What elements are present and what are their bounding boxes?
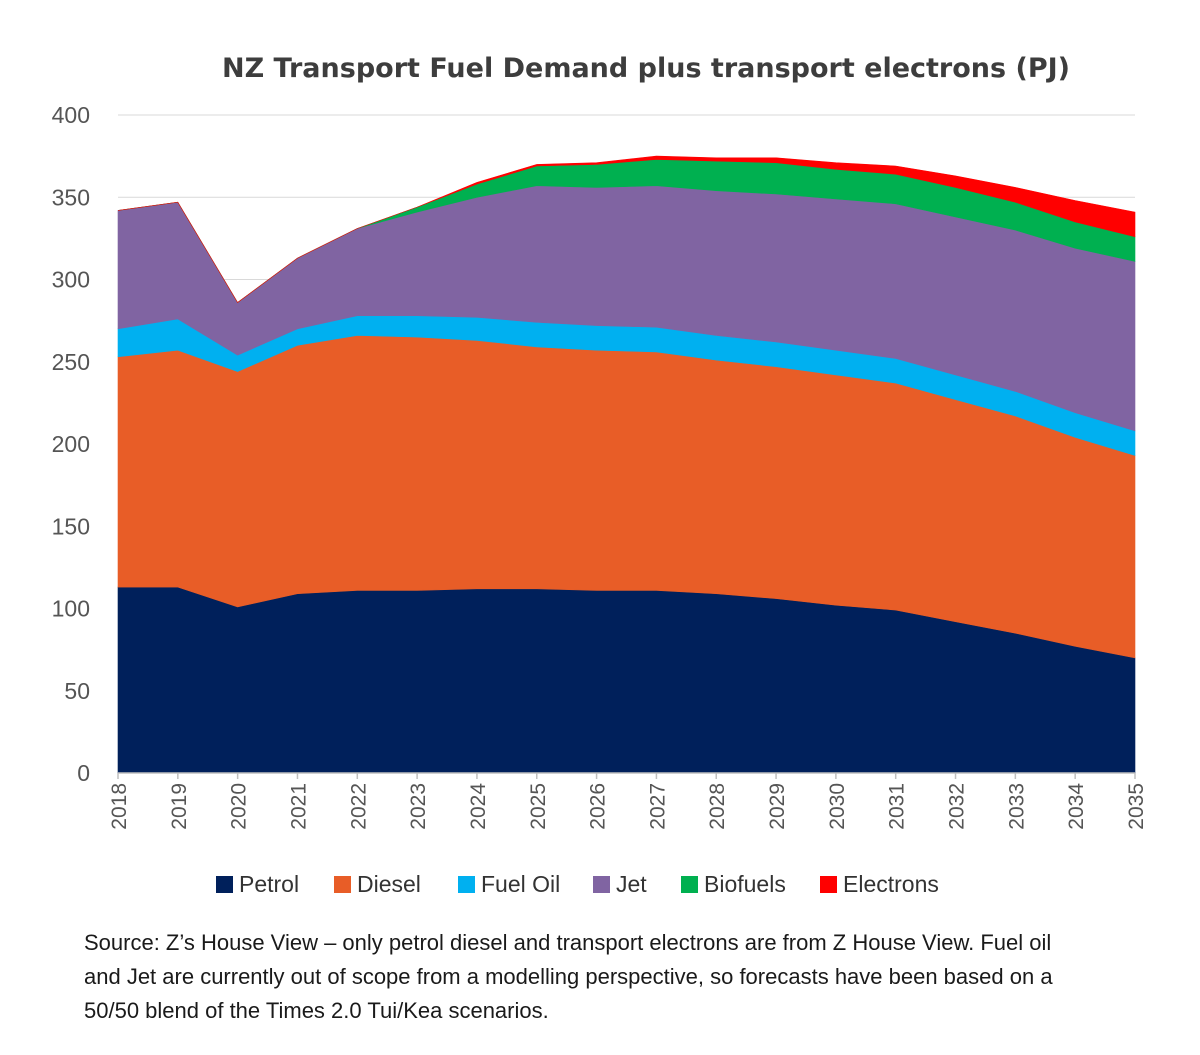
x-tick-label: 2025 (527, 783, 550, 830)
legend-label: Jet (616, 871, 647, 897)
y-tick-label: 350 (52, 184, 90, 210)
legend-swatch (334, 876, 351, 893)
y-tick-label: 100 (52, 596, 90, 622)
x-tick-label: 2022 (347, 783, 370, 830)
legend-label: Diesel (357, 871, 421, 897)
x-tick-label: 2020 (228, 783, 251, 830)
y-tick-label: 400 (52, 102, 90, 128)
x-tick-label: 2026 (587, 783, 610, 830)
x-tick-label: 2034 (1065, 783, 1088, 830)
legend-item-fuel-oil: Fuel Oil (458, 871, 560, 897)
legend-item-biofuels: Biofuels (681, 871, 786, 897)
x-tick-label: 2018 (108, 783, 131, 830)
x-tick-label: 2032 (946, 783, 969, 830)
x-tick-label: 2023 (407, 783, 430, 830)
y-tick-label: 250 (52, 349, 90, 375)
legend-item-petrol: Petrol (216, 871, 299, 897)
legend-item-jet: Jet (593, 871, 647, 897)
x-tick-label: 2024 (467, 783, 490, 830)
area-series-electrons (117, 155, 1136, 303)
legend-item-diesel: Diesel (334, 871, 421, 897)
y-tick-label: 200 (52, 431, 90, 457)
legend-swatch (458, 876, 475, 893)
x-tick-label: 2019 (168, 783, 191, 830)
x-tick-label: 2031 (886, 783, 909, 830)
x-tick-label: 2027 (646, 783, 669, 830)
legend-swatch (681, 876, 698, 893)
y-tick-label: 0 (77, 760, 90, 786)
x-tick-label: 2028 (706, 783, 729, 830)
source-note: Source: Z’s House View – only petrol die… (84, 930, 1053, 1023)
x-tick-label: 2029 (766, 783, 789, 830)
y-tick-label: 50 (64, 678, 90, 704)
y-tick-label: 150 (52, 513, 90, 539)
legend-label: Fuel Oil (481, 871, 560, 897)
legend-swatch (216, 876, 233, 893)
legend-swatch (593, 876, 610, 893)
legend-label: Electrons (843, 871, 939, 897)
legend: Petrol Diesel Fuel Oil Jet Biofuels Electrons (216, 871, 939, 897)
plot-area (117, 155, 1136, 774)
chart-title: NZ Transport Fuel Demand plus transport … (222, 53, 1070, 84)
axes: 0 50 100 150 200 250 300 350 400 2018 2019 2020 2021… (52, 102, 1148, 830)
y-tick-label: 300 (52, 267, 90, 293)
x-tick-label: 2035 (1125, 783, 1148, 830)
legend-swatch (820, 876, 837, 893)
x-tick-label: 2030 (826, 783, 849, 830)
legend-label: Biofuels (704, 871, 786, 897)
legend-item-electrons: Electrons (820, 871, 939, 897)
x-tick-label: 2033 (1005, 783, 1028, 830)
x-tick-label: 2021 (287, 783, 310, 830)
legend-label: Petrol (239, 871, 299, 897)
